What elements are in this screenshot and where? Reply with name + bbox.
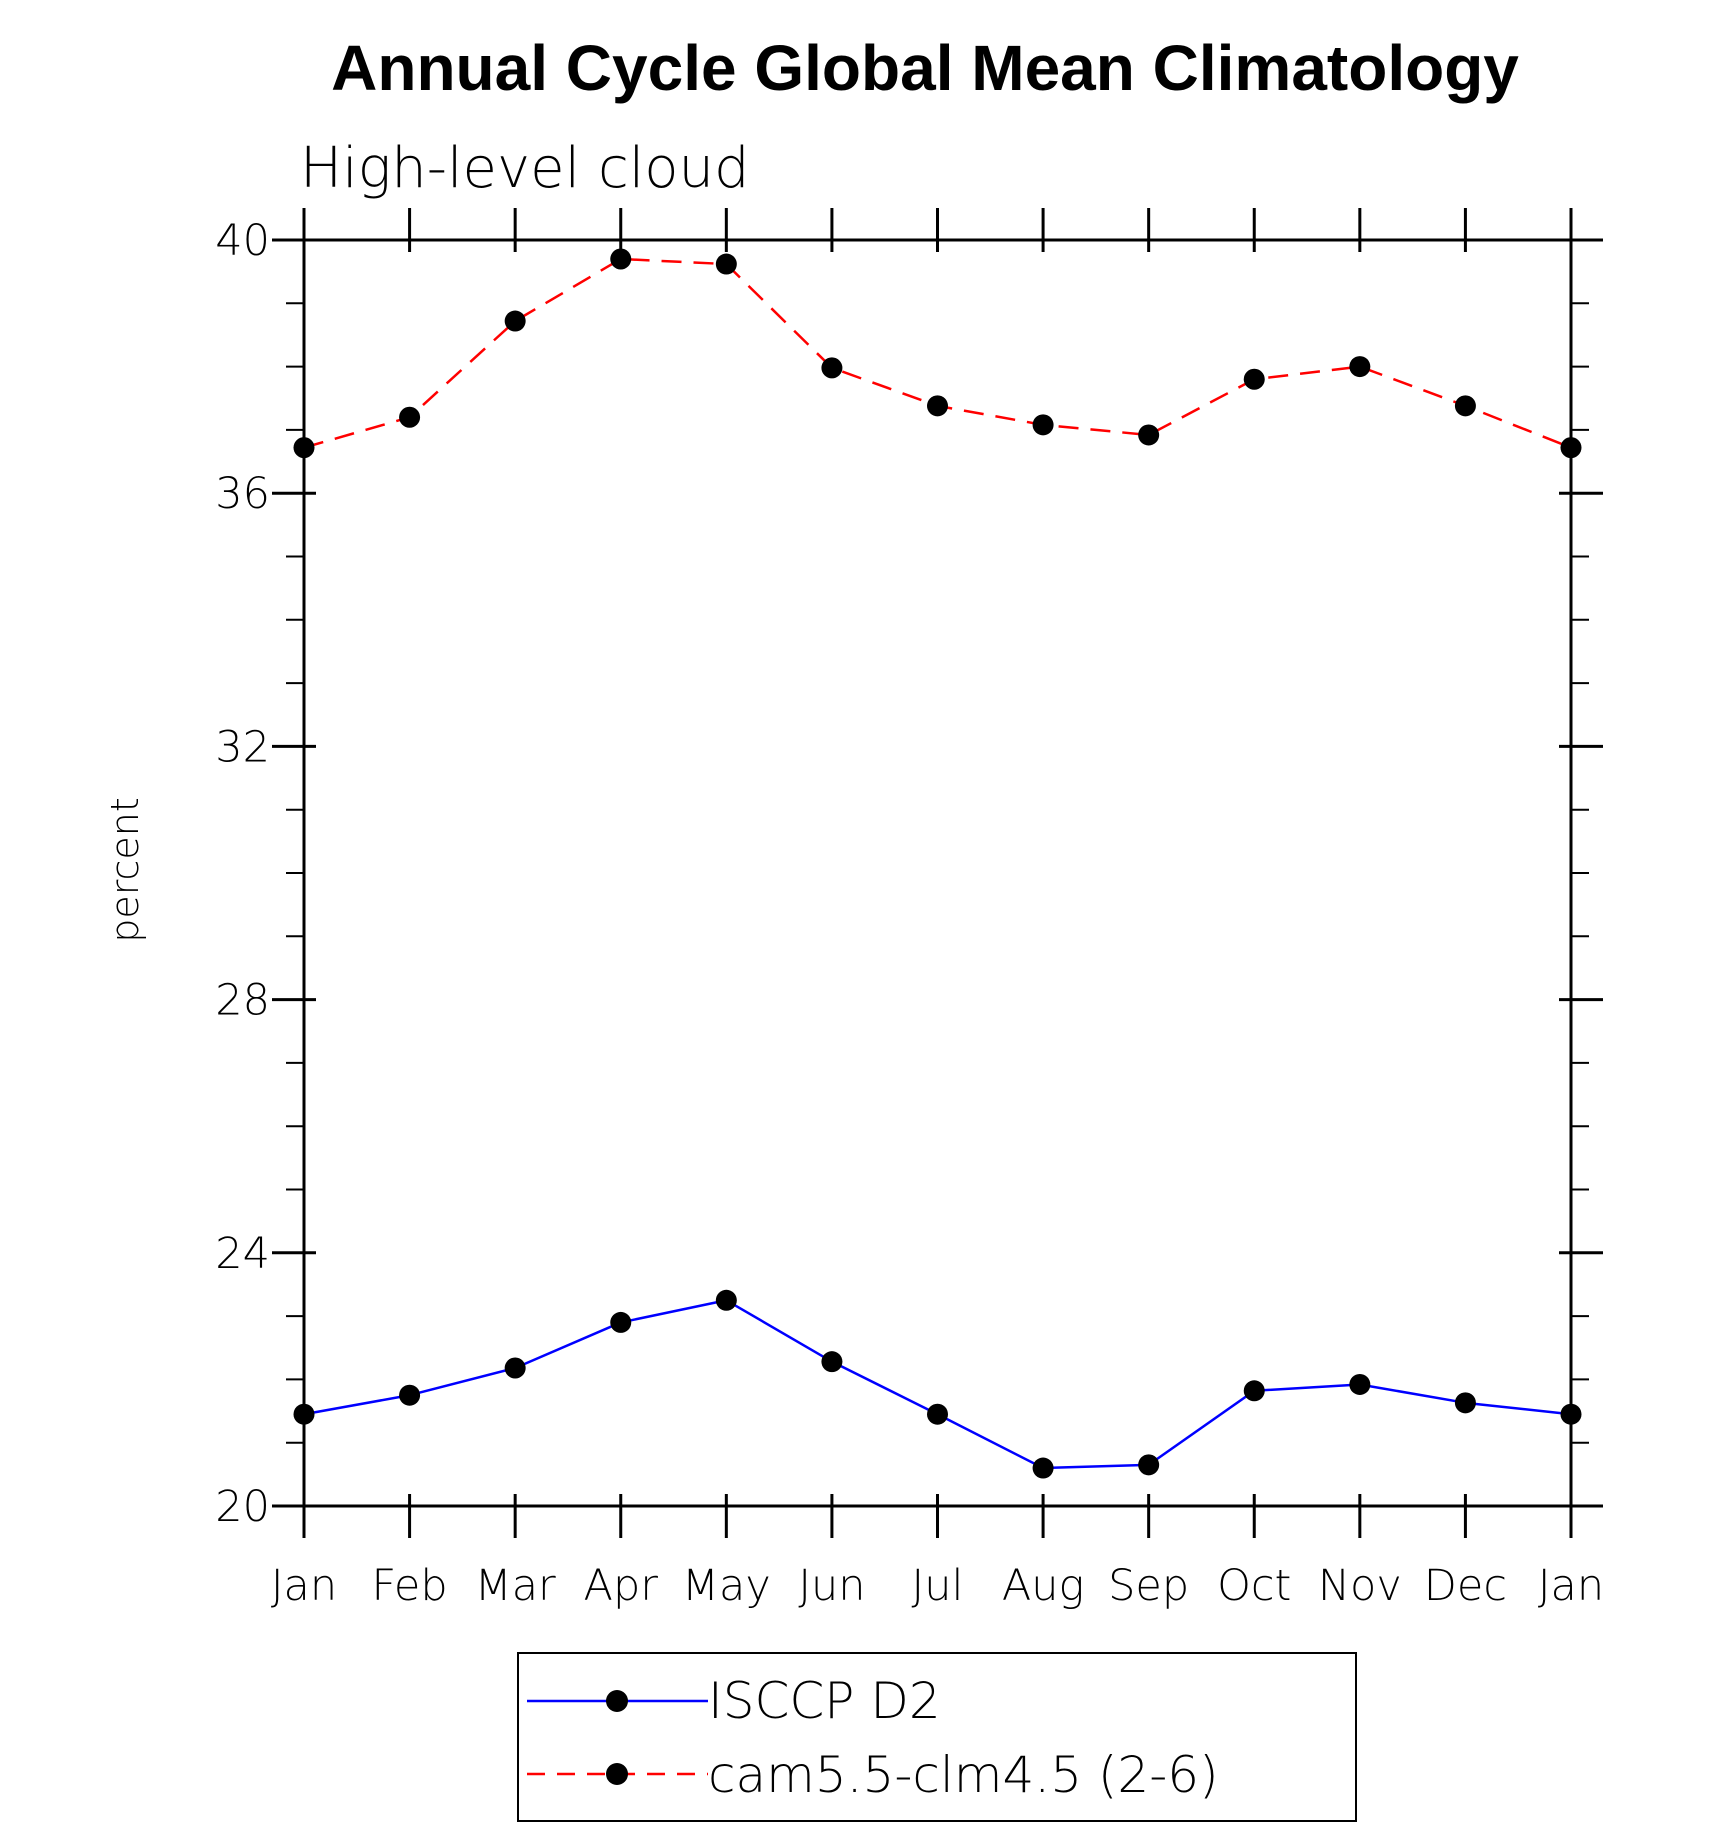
legend-label-isccp: ISCCP D2	[708, 1672, 941, 1730]
data-point	[293, 437, 315, 459]
y-tick-label: 20	[215, 1482, 270, 1532]
data-point	[1243, 368, 1265, 390]
data-point	[1560, 437, 1582, 459]
data-point	[610, 248, 632, 270]
data-point	[1349, 1373, 1371, 1395]
x-tick-label: Dec	[1424, 1561, 1507, 1611]
y-axis-label: percent	[103, 797, 147, 943]
data-point	[1138, 1454, 1160, 1476]
data-point	[715, 1289, 737, 1311]
x-tick-label: Aug	[1002, 1561, 1084, 1611]
data-point	[715, 253, 737, 275]
y-tick-label: 36	[215, 469, 270, 519]
series-line-0	[303, 1299, 1572, 1470]
x-tick-label: Jun	[798, 1561, 865, 1611]
x-tick-label: Jan	[271, 1561, 337, 1611]
y-tick-label: 32	[215, 722, 270, 772]
data-point	[610, 1311, 632, 1333]
axis-ticks: Jan Feb Mar Apr May Jun Jul Aug Sep Oct Nov Dec Jan2…	[215, 208, 1604, 1611]
data-point	[1349, 356, 1371, 378]
x-tick-label: Oct	[1217, 1561, 1291, 1611]
y-tick-label: 28	[215, 976, 270, 1026]
data-point	[1560, 1403, 1582, 1425]
data-point	[1032, 414, 1054, 436]
x-tick-label: Apr	[584, 1561, 659, 1611]
x-tick-label: Jul	[912, 1561, 964, 1611]
x-tick-label: Feb	[372, 1561, 448, 1611]
data-point	[821, 357, 843, 379]
x-tick-label: Nov	[1318, 1561, 1402, 1611]
series-layer	[293, 248, 1582, 1479]
chart-subtitle: High-level cloud	[300, 136, 750, 201]
legend: ISCCP D2 cam5.5-clm4.5 (2-6)	[517, 1652, 1357, 1822]
data-point	[927, 1403, 948, 1425]
x-tick-label: Mar	[475, 1561, 556, 1611]
data-point	[1454, 395, 1476, 417]
x-tick-label: Sep	[1108, 1561, 1189, 1611]
x-tick-label: May	[682, 1561, 771, 1611]
y-tick-label: 24	[215, 1229, 270, 1279]
legend-marker-cam	[606, 1763, 628, 1785]
y-tick-label: 40	[215, 216, 270, 266]
data-point	[821, 1351, 843, 1373]
legend-box	[517, 1652, 1357, 1822]
data-point	[399, 1384, 421, 1406]
chart-title: Annual Cycle Global Mean Climatology	[331, 32, 1519, 104]
data-point	[1032, 1457, 1054, 1479]
data-point	[1138, 424, 1160, 446]
x-tick-label: Jan	[1538, 1561, 1604, 1611]
data-point	[504, 1357, 526, 1379]
data-point	[1454, 1392, 1476, 1414]
data-point	[927, 395, 948, 417]
plot-frame	[302, 238, 1573, 1508]
legend-marker-isccp	[606, 1690, 628, 1712]
series-line-1	[303, 257, 1572, 449]
data-point	[504, 310, 526, 332]
data-point	[399, 406, 421, 428]
data-point	[1243, 1380, 1265, 1402]
data-point	[293, 1403, 315, 1425]
legend-label-cam: cam5.5-clm4.5 (2-6)	[708, 1746, 1219, 1804]
